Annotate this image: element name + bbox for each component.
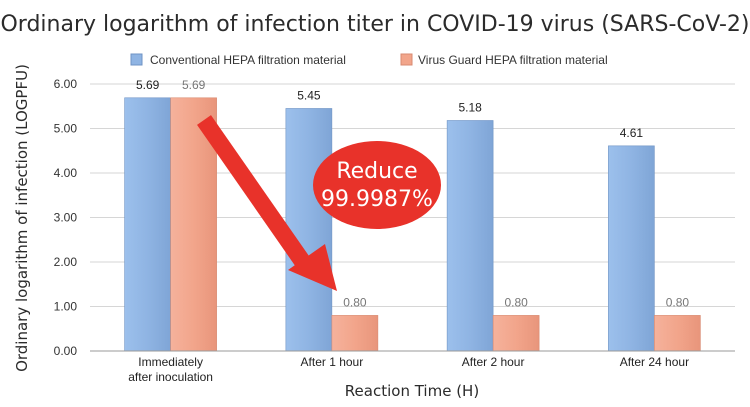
data-label-conventional: 5.69 (136, 78, 160, 92)
bar-conventional (608, 145, 655, 352)
x-category-label: After 1 hour (301, 355, 364, 369)
reduction-arrow-head (288, 244, 337, 291)
data-label-virus-guard: 0.80 (504, 295, 528, 309)
legend-label-conventional: Conventional HEPA filtration material (150, 53, 346, 67)
bar-conventional (285, 108, 333, 352)
y-tick-label: 3.00 (54, 211, 78, 225)
data-label-conventional: 4.61 (620, 126, 644, 140)
chart-title: Ordinary logarithm of infection titer in… (0, 12, 749, 37)
reduction-arrow-shaft (197, 115, 314, 273)
reduction-callout: Reduce 99.9987% (313, 141, 441, 229)
data-label-virus-guard: 5.69 (182, 78, 206, 92)
bar-conventional (124, 97, 171, 352)
data-labels: 5.69 5.69 5.45 0.80 5.18 0.80 4.61 0.80 (136, 78, 689, 310)
data-label-virus-guard: 0.80 (343, 295, 367, 309)
y-axis-label: Ordinary logarithm of infection (LOGPFU) (13, 64, 31, 372)
legend-label-virus-guard: Virus Guard HEPA filtration material (418, 53, 608, 67)
bar-conventional (446, 120, 494, 352)
y-tick-label: 5.00 (54, 122, 78, 136)
legend-swatch-virus-guard (400, 53, 413, 66)
bar-virus-guard (492, 315, 540, 352)
reduction-arrow (197, 115, 337, 291)
y-tick-label: 1.00 (54, 300, 78, 314)
x-axis-label: Reaction Time (H) (345, 382, 479, 400)
reduction-callout-line-1: Reduce (336, 159, 417, 184)
data-label-virus-guard: 0.80 (666, 295, 690, 309)
y-tick-label: 0.00 (54, 344, 78, 358)
y-tick-label: 4.00 (54, 166, 78, 180)
x-category-label: After 24 hour (620, 355, 689, 369)
y-axis-ticks: 0.00 1.00 2.00 3.00 4.00 5.00 6.00 (54, 77, 78, 358)
data-label-conventional: 5.18 (458, 100, 482, 114)
reduction-callout-bubble (313, 141, 441, 229)
y-tick-label: 2.00 (54, 255, 78, 269)
x-category-label: Immediately (138, 355, 203, 369)
x-category-label: after inoculation (128, 370, 213, 384)
reduction-callout-line-2: 99.9987% (321, 187, 433, 212)
data-label-conventional: 5.45 (297, 88, 321, 102)
bar-virus-guard (654, 315, 701, 352)
legend-swatch-conventional (130, 53, 143, 66)
x-category-label: After 2 hour (462, 355, 525, 369)
bar-virus-guard (331, 315, 379, 352)
y-tick-label: 6.00 (54, 77, 78, 91)
